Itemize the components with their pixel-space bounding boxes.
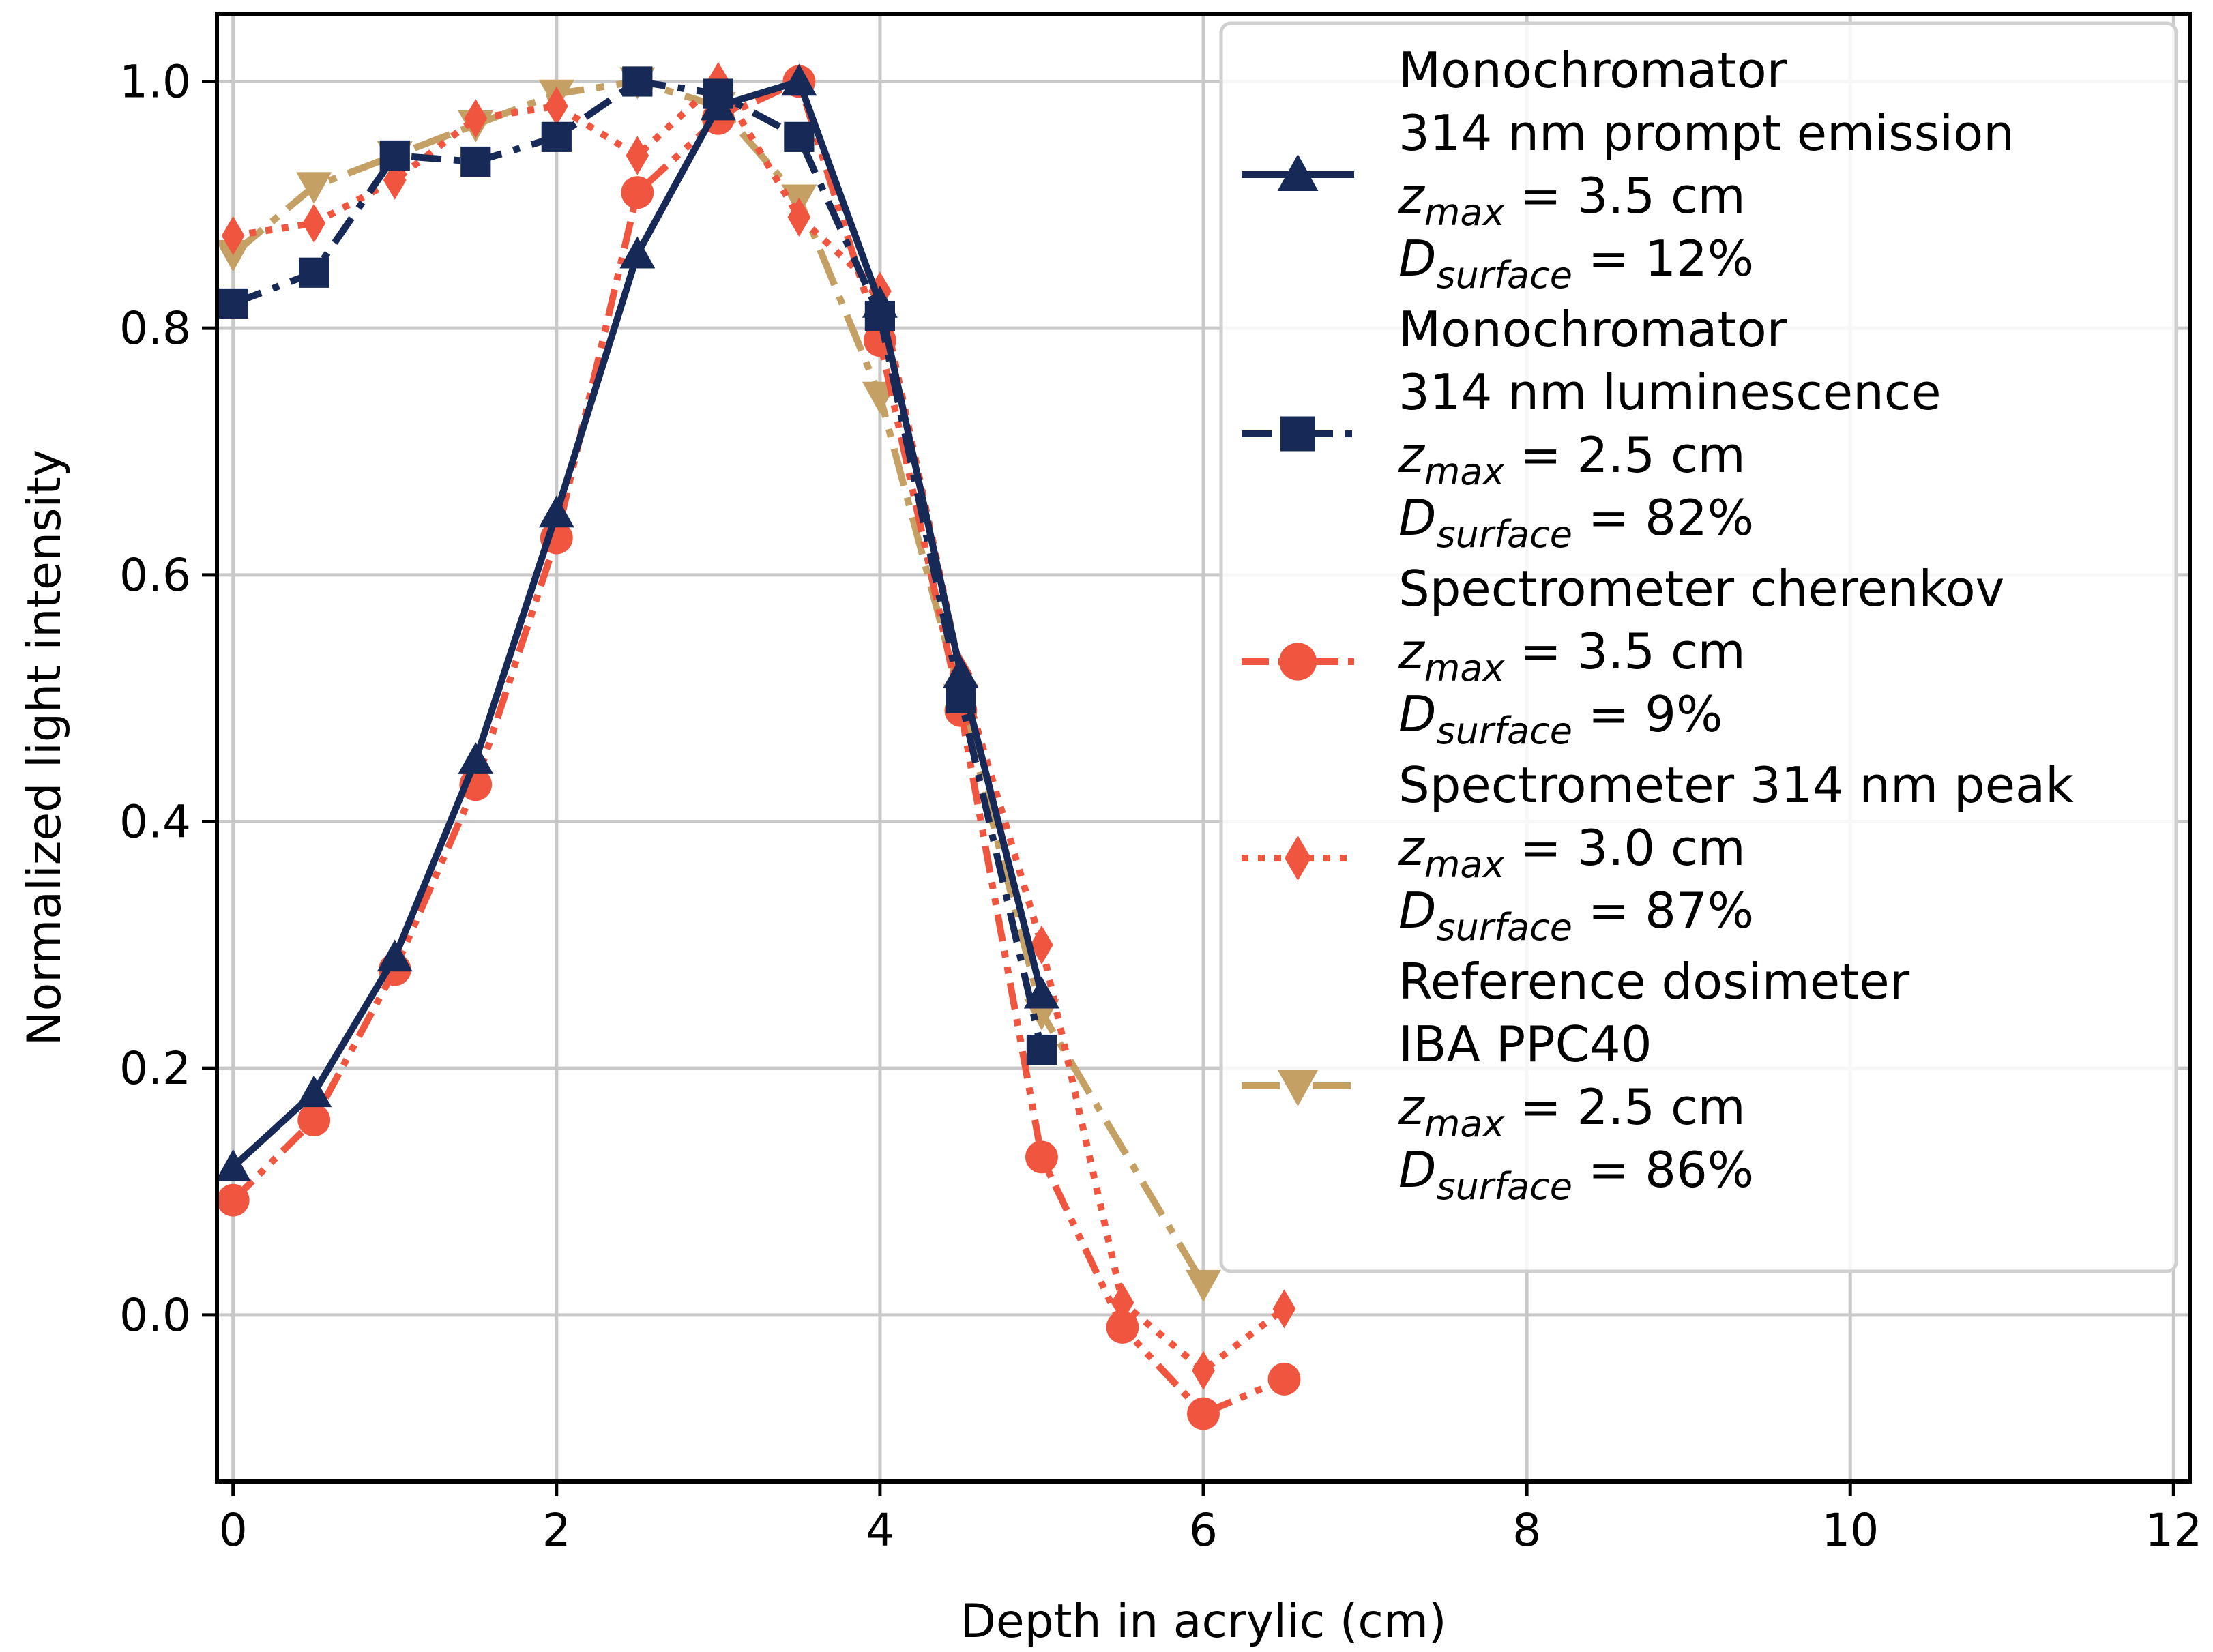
legend-handle-marker <box>1277 154 1319 191</box>
ticks: 0 2 4 6 8 10 12 0.0 0.2 0.4 0.6 0.8 1.0 <box>119 55 2202 1557</box>
data-point <box>1192 1351 1215 1390</box>
legend-label: Monochromator <box>1398 42 1787 99</box>
x-tick-label: 4 <box>866 1504 894 1557</box>
data-point <box>784 121 815 152</box>
legend-zmax: zmax = 3.5 cm <box>1398 167 1746 234</box>
series-layer <box>215 61 1301 1430</box>
data-point <box>299 257 329 288</box>
legend-handle-marker <box>1278 643 1317 681</box>
legend-label: Reference dosimeter <box>1398 953 1910 1010</box>
data-point <box>218 288 248 319</box>
data-point <box>460 146 491 177</box>
x-tick-label: 2 <box>542 1504 571 1557</box>
data-point <box>215 1149 251 1181</box>
data-point <box>544 87 568 126</box>
data-point <box>464 99 488 138</box>
data-point <box>215 239 251 272</box>
y-tick-label: 0.0 <box>119 1289 191 1342</box>
data-point <box>541 121 572 152</box>
x-tick-label: 12 <box>2145 1504 2202 1557</box>
x-tick-label: 8 <box>1512 1504 1541 1557</box>
y-axis-label: Normalized light intensity <box>18 449 72 1046</box>
legend-zmax: zmax = 3.5 cm <box>1398 623 1746 690</box>
legend-label: 314 nm luminescence <box>1398 364 1941 421</box>
legend-entry-3: Spectrometer cherenkov zmax = 3.5 cmDsurf… <box>1242 560 2004 752</box>
data-point <box>619 236 656 269</box>
series-line <box>232 78 1287 1374</box>
data-point <box>622 66 653 97</box>
data-point <box>458 742 494 774</box>
data-point <box>781 63 817 96</box>
legend-handle-marker <box>1277 1070 1319 1106</box>
data-point <box>621 176 654 209</box>
data-point <box>1025 1140 1058 1174</box>
data-point <box>943 655 979 688</box>
legend-label: 314 nm prompt emission <box>1398 104 2014 162</box>
legend-label: Spectrometer cherenkov <box>1398 560 2004 617</box>
data-point <box>216 1183 250 1217</box>
y-tick-label: 0.4 <box>119 796 191 849</box>
legend-handle-marker <box>1280 416 1315 452</box>
data-point <box>302 203 326 244</box>
legend-label: Monochromator <box>1398 301 1787 358</box>
legend-label: IBA PPC40 <box>1398 1016 1652 1073</box>
legend-handle-marker <box>1285 836 1311 881</box>
legend-dsurface: Dsurface = 9% <box>1398 685 1723 752</box>
x-tick-label: 0 <box>219 1504 248 1557</box>
data-point <box>862 285 898 318</box>
data-point <box>379 140 410 171</box>
series-line <box>231 78 1286 1417</box>
data-point <box>1023 976 1059 1009</box>
data-point <box>1026 1034 1057 1065</box>
legend-dsurface: Dsurface = 12% <box>1398 230 1754 297</box>
legend-dsurface: Dsurface = 86% <box>1398 1141 1754 1208</box>
legend-zmax: zmax = 3.0 cm <box>1398 819 1746 886</box>
data-point <box>1272 1289 1296 1329</box>
data-point <box>296 172 332 205</box>
data-point <box>1267 1362 1301 1396</box>
data-point <box>1186 1269 1221 1302</box>
legend-box <box>1219 21 2178 1273</box>
x-tick-label: 6 <box>1189 1504 1218 1557</box>
y-tick-label: 0.8 <box>119 302 191 355</box>
x-axis-label: Depth in acrylic (cm) <box>960 1595 1446 1649</box>
legend-label: Spectrometer 314 nm peak <box>1398 756 2074 814</box>
data-point <box>1111 1283 1134 1323</box>
y-tick-label: 1.0 <box>119 55 191 108</box>
data-point <box>626 136 649 175</box>
legend-dsurface: Dsurface = 82% <box>1398 489 1754 556</box>
series-1 <box>215 63 1059 1181</box>
legend-dsurface: Dsurface = 87% <box>1398 882 1754 949</box>
data-point <box>700 88 736 121</box>
y-tick-label: 0.6 <box>119 549 191 602</box>
legend-zmax: zmax = 2.5 cm <box>1398 1078 1746 1145</box>
data-point <box>297 1104 331 1137</box>
data-point <box>296 1075 332 1108</box>
legend-zmax: zmax = 2.5 cm <box>1398 426 1746 493</box>
y-tick-label: 0.2 <box>119 1042 191 1095</box>
data-point <box>787 197 811 237</box>
data-point <box>1187 1397 1220 1430</box>
data-point <box>377 939 413 972</box>
data-point <box>1106 1311 1139 1344</box>
data-point <box>221 216 245 256</box>
data-point <box>1030 925 1053 964</box>
x-tick-label: 10 <box>1821 1504 1879 1557</box>
data-point <box>538 495 574 528</box>
